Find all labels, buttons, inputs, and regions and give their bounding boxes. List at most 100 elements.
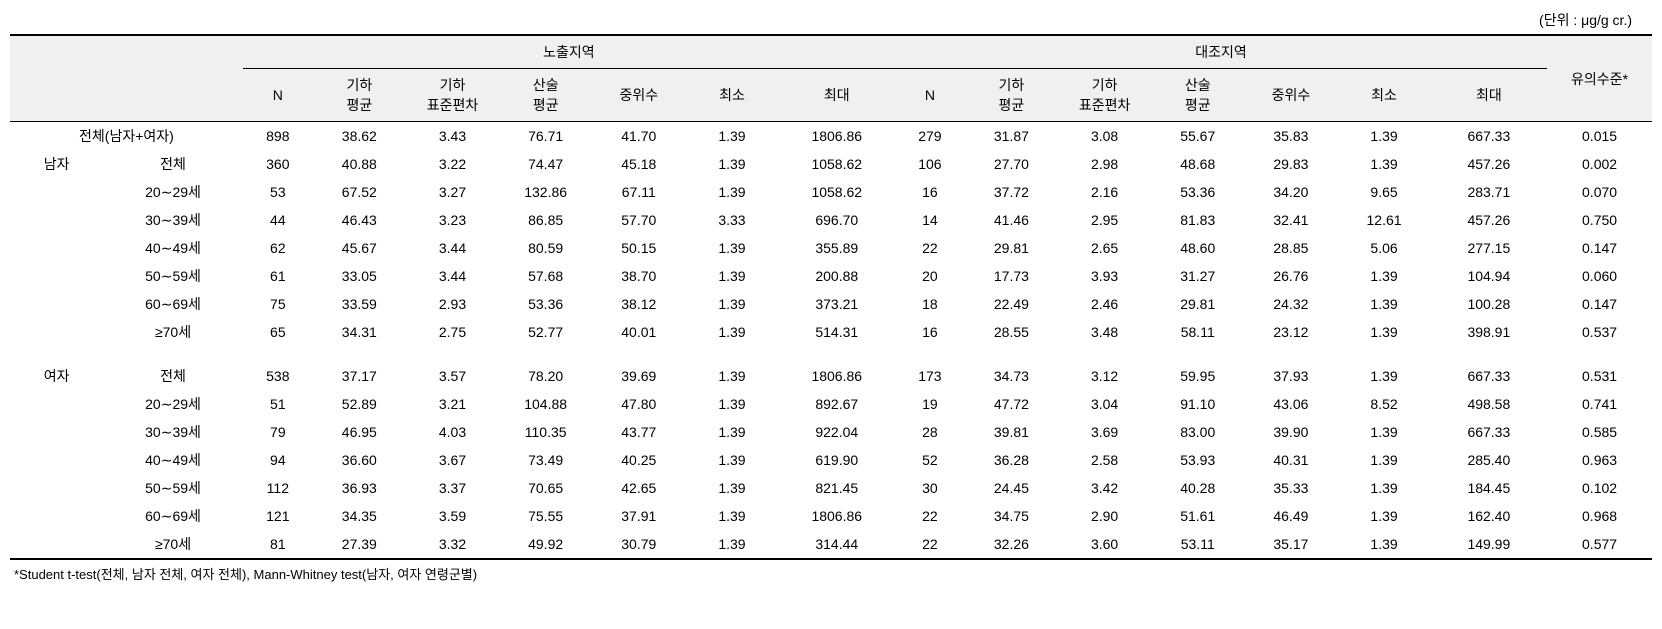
cell-exp_gsd: 3.23 [406, 206, 499, 234]
cell-ctl_n: 106 [895, 150, 965, 178]
cell-exp_am: 76.71 [499, 122, 592, 151]
cell-ctl_min: 8.52 [1337, 390, 1430, 418]
cell-ctl_min: 1.39 [1337, 446, 1430, 474]
cell-exp_am: 132.86 [499, 178, 592, 206]
cell-exp_gsd: 3.22 [406, 150, 499, 178]
row-sub-label: ≥70세 [103, 318, 243, 346]
cell-exp_max: 1806.86 [779, 362, 895, 390]
cell-ctl_max: 457.26 [1431, 150, 1547, 178]
cell-ctl_max: 283.71 [1431, 178, 1547, 206]
cell-exp_max: 892.67 [779, 390, 895, 418]
cell-ctl_med: 35.33 [1244, 474, 1337, 502]
cell-exp_gm: 46.43 [313, 206, 406, 234]
cell-ctl_am: 51.61 [1151, 502, 1244, 530]
cell-exp_min: 1.39 [685, 234, 778, 262]
cell-exp_med: 45.18 [592, 150, 685, 178]
cell-exp_min: 1.39 [685, 262, 778, 290]
cell-ctl_gsd: 3.12 [1058, 362, 1151, 390]
cell-ctl_n: 19 [895, 390, 965, 418]
cell-ctl_max: 277.15 [1431, 234, 1547, 262]
cell-ctl_gsd: 3.42 [1058, 474, 1151, 502]
row-group-label: 전체(남자+여자) [10, 122, 243, 151]
cell-exp_max: 1806.86 [779, 122, 895, 151]
cell-exp_min: 1.39 [685, 178, 778, 206]
cell-ctl_max: 104.94 [1431, 262, 1547, 290]
header-ctl-max: 최대 [1431, 69, 1547, 122]
cell-ctl_gm: 28.55 [965, 318, 1058, 346]
cell-ctl_n: 279 [895, 122, 965, 151]
cell-exp_max: 696.70 [779, 206, 895, 234]
cell-ctl_n: 30 [895, 474, 965, 502]
footnote: *Student t-test(전체, 남자 전체, 여자 전체), Mann-… [10, 560, 1652, 583]
cell-ctl_gm: 47.72 [965, 390, 1058, 418]
cell-ctl_gsd: 2.58 [1058, 446, 1151, 474]
cell-exp_gsd: 3.44 [406, 262, 499, 290]
cell-exp_n: 898 [243, 122, 313, 151]
cell-ctl_n: 52 [895, 446, 965, 474]
cell-ctl_med: 29.83 [1244, 150, 1337, 178]
cell-exp_gm: 38.62 [313, 122, 406, 151]
cell-ctl_med: 24.32 [1244, 290, 1337, 318]
header-ctl-gsd: 기하표준편차 [1058, 69, 1151, 122]
cell-sig: 0.002 [1547, 150, 1652, 178]
cell-sig: 0.060 [1547, 262, 1652, 290]
cell-exp_gsd: 3.32 [406, 530, 499, 559]
cell-ctl_min: 1.39 [1337, 502, 1430, 530]
row-sub-label: ≥70세 [103, 530, 243, 559]
cell-ctl_med: 37.93 [1244, 362, 1337, 390]
cell-exp_am: 80.59 [499, 234, 592, 262]
cell-exp_gsd: 3.43 [406, 122, 499, 151]
cell-exp_med: 47.80 [592, 390, 685, 418]
cell-ctl_gm: 37.72 [965, 178, 1058, 206]
cell-ctl_med: 28.85 [1244, 234, 1337, 262]
cell-ctl_gm: 31.87 [965, 122, 1058, 151]
header-exp-gsd: 기하표준편차 [406, 69, 499, 122]
cell-ctl_gm: 27.70 [965, 150, 1058, 178]
row-group-blank [10, 262, 103, 290]
cell-ctl_min: 9.65 [1337, 178, 1430, 206]
cell-ctl_min: 1.39 [1337, 418, 1430, 446]
cell-ctl_am: 58.11 [1151, 318, 1244, 346]
cell-ctl_gsd: 2.16 [1058, 178, 1151, 206]
cell-exp_gm: 52.89 [313, 390, 406, 418]
cell-exp_am: 110.35 [499, 418, 592, 446]
cell-exp_med: 38.12 [592, 290, 685, 318]
cell-exp_n: 75 [243, 290, 313, 318]
cell-exp_med: 67.11 [592, 178, 685, 206]
cell-exp_max: 373.21 [779, 290, 895, 318]
cell-ctl_gm: 29.81 [965, 234, 1058, 262]
cell-exp_min: 1.39 [685, 474, 778, 502]
row-group-blank [10, 318, 103, 346]
header-ctl-n: N [895, 69, 965, 122]
cell-sig: 0.963 [1547, 446, 1652, 474]
cell-exp_gm: 46.95 [313, 418, 406, 446]
cell-ctl_max: 667.33 [1431, 362, 1547, 390]
cell-exp_n: 360 [243, 150, 313, 178]
cell-ctl_gm: 17.73 [965, 262, 1058, 290]
cell-exp_gsd: 3.21 [406, 390, 499, 418]
cell-ctl_min: 1.39 [1337, 122, 1430, 151]
cell-exp_n: 51 [243, 390, 313, 418]
cell-ctl_am: 53.36 [1151, 178, 1244, 206]
header-blank [10, 35, 243, 122]
cell-exp_gsd: 3.44 [406, 234, 499, 262]
cell-exp_gsd: 2.93 [406, 290, 499, 318]
table-row: 20∼29세5367.523.27132.8667.111.391058.621… [10, 178, 1652, 206]
cell-exp_min: 1.39 [685, 122, 778, 151]
cell-exp_n: 112 [243, 474, 313, 502]
row-group-blank [10, 446, 103, 474]
cell-ctl_min: 5.06 [1337, 234, 1430, 262]
cell-ctl_gm: 36.28 [965, 446, 1058, 474]
cell-exp_n: 53 [243, 178, 313, 206]
cell-sig: 0.102 [1547, 474, 1652, 502]
cell-exp_min: 1.39 [685, 290, 778, 318]
row-group-blank [10, 502, 103, 530]
cell-ctl_med: 26.76 [1244, 262, 1337, 290]
cell-ctl_gsd: 2.98 [1058, 150, 1151, 178]
cell-exp_gm: 37.17 [313, 362, 406, 390]
cell-exp_min: 1.39 [685, 390, 778, 418]
cell-exp_med: 38.70 [592, 262, 685, 290]
cell-ctl_n: 16 [895, 178, 965, 206]
table-row: ≥70세8127.393.3249.9230.791.39314.442232.… [10, 530, 1652, 559]
cell-ctl_am: 91.10 [1151, 390, 1244, 418]
